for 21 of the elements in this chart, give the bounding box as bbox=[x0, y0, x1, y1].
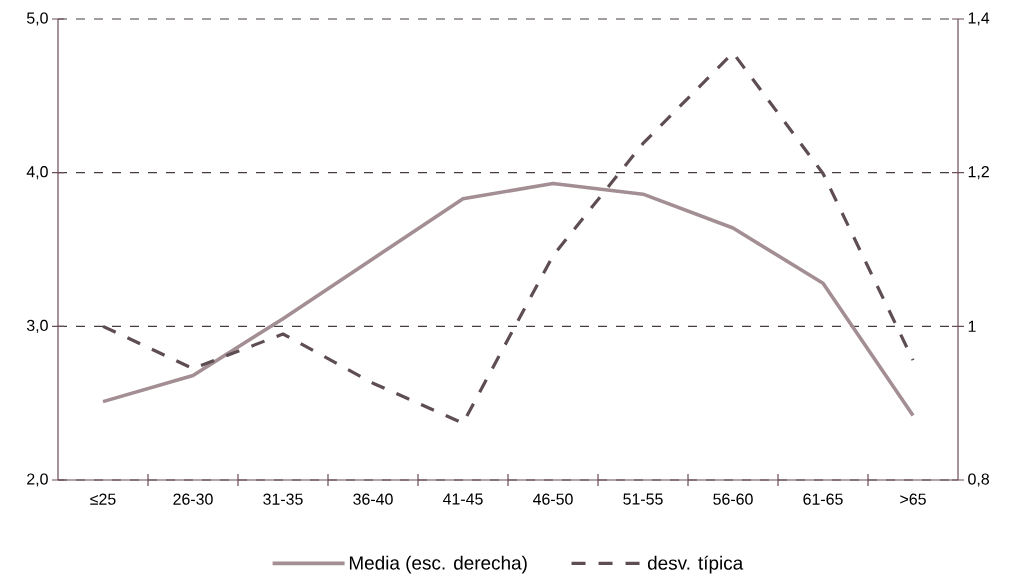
x-tick-label: 51-55 bbox=[623, 493, 663, 505]
line-series bbox=[101, 181, 915, 418]
x-tick-label: 61-65 bbox=[803, 493, 843, 505]
y2-tick-label: 1 bbox=[968, 320, 976, 332]
x-tick-label: ≤25 bbox=[90, 493, 116, 505]
legend-label: Media (esc. derecha) bbox=[349, 555, 527, 574]
y2-tick-label: 0,8 bbox=[968, 473, 990, 487]
legend-label: desv. típica bbox=[647, 555, 744, 574]
x-tick-label: 56-60 bbox=[713, 493, 753, 505]
y-tick-label: 4,0 bbox=[26, 166, 48, 180]
y-tick-label: 2,0 bbox=[27, 473, 48, 487]
y2-tick-label: 1,2 bbox=[968, 166, 989, 180]
y-tick-label: 5,0 bbox=[26, 12, 48, 26]
x-tick-label: 26-30 bbox=[173, 493, 213, 505]
y2-tick-label: 1,4 bbox=[968, 12, 990, 26]
x-tick-label: 46-50 bbox=[532, 493, 573, 505]
y-tick-label: 3,0 bbox=[26, 319, 48, 333]
x-tick-label: 31-35 bbox=[263, 493, 303, 505]
x-tick-label: 41-45 bbox=[442, 493, 483, 505]
x-tick-label: 36-40 bbox=[353, 493, 393, 505]
x-tick-label: >65 bbox=[900, 493, 926, 505]
